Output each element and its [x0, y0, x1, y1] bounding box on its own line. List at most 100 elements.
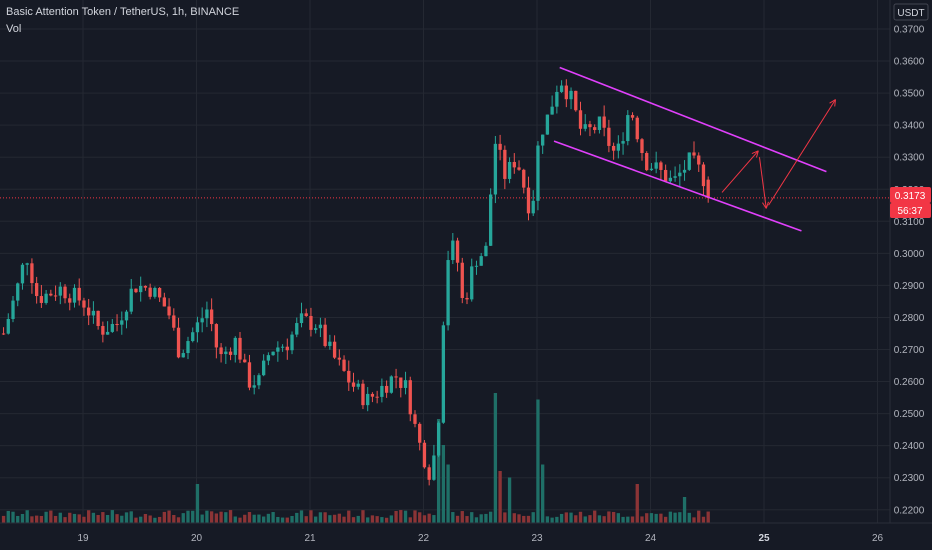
candle-body[interactable]: [659, 162, 663, 170]
candle-body[interactable]: [436, 422, 441, 456]
drawings[interactable]: [553, 66, 837, 232]
candle-body[interactable]: [68, 298, 72, 303]
chart-title[interactable]: Basic Attention Token / TetherUS, 1h, BI…: [6, 6, 240, 18]
candle-body[interactable]: [224, 351, 228, 355]
candle-body[interactable]: [105, 331, 110, 335]
channel-line[interactable]: [553, 140, 802, 232]
candle-body[interactable]: [295, 323, 299, 335]
candle-body[interactable]: [200, 318, 204, 323]
candle-body[interactable]: [77, 287, 81, 301]
candle-body[interactable]: [413, 414, 417, 424]
candle-body[interactable]: [611, 145, 616, 151]
candle-body[interactable]: [186, 341, 190, 354]
candle-body[interactable]: [148, 287, 152, 297]
candle-body[interactable]: [285, 346, 289, 351]
candle-body[interactable]: [318, 324, 323, 329]
candle-body[interactable]: [649, 168, 654, 171]
candle-body[interactable]: [252, 385, 256, 388]
candle-body[interactable]: [332, 341, 337, 358]
candle-body[interactable]: [522, 169, 526, 188]
candle-body[interactable]: [550, 106, 554, 115]
candle-body[interactable]: [512, 161, 516, 168]
candle-body[interactable]: [441, 325, 446, 423]
candle-body[interactable]: [597, 116, 602, 130]
candle-body[interactable]: [44, 293, 48, 303]
candle-body[interactable]: [427, 467, 431, 480]
candle-body[interactable]: [228, 351, 233, 355]
candle-body[interactable]: [304, 313, 308, 316]
candle-body[interactable]: [446, 260, 450, 326]
candle-body[interactable]: [191, 332, 195, 342]
candle-body[interactable]: [503, 149, 507, 179]
candle-body[interactable]: [493, 143, 498, 195]
candle-body[interactable]: [195, 322, 200, 333]
candle-body[interactable]: [257, 375, 261, 386]
candle-body[interactable]: [238, 337, 242, 360]
candle-body[interactable]: [422, 442, 427, 468]
candle-body[interactable]: [39, 296, 44, 303]
candle-body[interactable]: [30, 263, 34, 284]
candle-body[interactable]: [276, 347, 280, 352]
candle-body[interactable]: [101, 326, 105, 335]
candle-body[interactable]: [536, 145, 540, 201]
candle-body[interactable]: [517, 167, 521, 170]
candle-body[interactable]: [351, 382, 356, 387]
candle-body[interactable]: [124, 311, 129, 321]
candles[interactable]: [1, 79, 710, 486]
candle-body[interactable]: [167, 306, 171, 316]
candle-body[interactable]: [564, 85, 568, 100]
candle-body[interactable]: [384, 385, 389, 393]
candle-body[interactable]: [484, 245, 488, 257]
candle-body[interactable]: [578, 110, 583, 129]
candle-body[interactable]: [87, 307, 91, 316]
candle-body[interactable]: [701, 164, 706, 187]
candle-body[interactable]: [654, 162, 658, 169]
candle-body[interactable]: [668, 177, 673, 182]
candle-body[interactable]: [607, 127, 611, 146]
candle-body[interactable]: [394, 376, 398, 378]
candle-body[interactable]: [271, 351, 275, 356]
candle-body[interactable]: [455, 240, 460, 263]
volume-indicator-label[interactable]: Vol: [6, 23, 22, 35]
candle-body[interactable]: [143, 285, 148, 288]
candle-body[interactable]: [418, 423, 422, 443]
candle-body[interactable]: [569, 90, 573, 100]
candle-body[interactable]: [6, 318, 10, 334]
candle-body[interactable]: [380, 385, 384, 397]
candle-body[interactable]: [328, 341, 332, 346]
candle-body[interactable]: [11, 300, 15, 319]
currency-box[interactable]: [893, 3, 929, 21]
candle-body[interactable]: [115, 323, 119, 325]
candle-body[interactable]: [602, 116, 606, 128]
candle-body[interactable]: [82, 300, 86, 308]
candle-body[interactable]: [616, 143, 620, 151]
candle-body[interactable]: [541, 134, 545, 146]
candle-body[interactable]: [214, 324, 219, 348]
candle-body[interactable]: [366, 393, 370, 406]
time-axis[interactable]: 19 20 21 22 23 24 25 26: [77, 533, 883, 544]
candle-body[interactable]: [299, 313, 304, 324]
projection-arrow[interactable]: [768, 99, 836, 206]
candle-body[interactable]: [559, 85, 564, 92]
candle-body[interactable]: [110, 323, 114, 332]
candle-body[interactable]: [583, 124, 587, 129]
candle-body[interactable]: [139, 285, 143, 293]
candle-body[interactable]: [280, 346, 285, 348]
candle-body[interactable]: [219, 347, 223, 355]
candle-body[interactable]: [593, 127, 597, 130]
candle-body[interactable]: [20, 264, 25, 284]
candle-body[interactable]: [356, 383, 360, 387]
candle-body[interactable]: [153, 288, 157, 297]
candle-body[interactable]: [663, 169, 668, 182]
candle-body[interactable]: [460, 262, 464, 298]
candle-body[interactable]: [337, 357, 341, 360]
candle-body[interactable]: [266, 355, 271, 361]
candle-body[interactable]: [432, 455, 436, 480]
candle-body[interactable]: [209, 309, 214, 325]
candle-body[interactable]: [574, 90, 578, 111]
candle-body[interactable]: [16, 283, 20, 301]
candle-body[interactable]: [375, 396, 379, 398]
candle-body[interactable]: [72, 287, 77, 303]
candle-body[interactable]: [498, 143, 502, 150]
candle-body[interactable]: [91, 310, 96, 316]
